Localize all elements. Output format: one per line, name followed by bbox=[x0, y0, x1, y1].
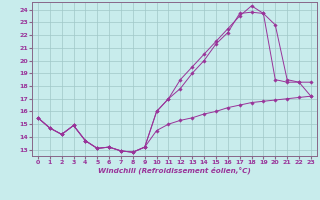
X-axis label: Windchill (Refroidissement éolien,°C): Windchill (Refroidissement éolien,°C) bbox=[98, 167, 251, 174]
